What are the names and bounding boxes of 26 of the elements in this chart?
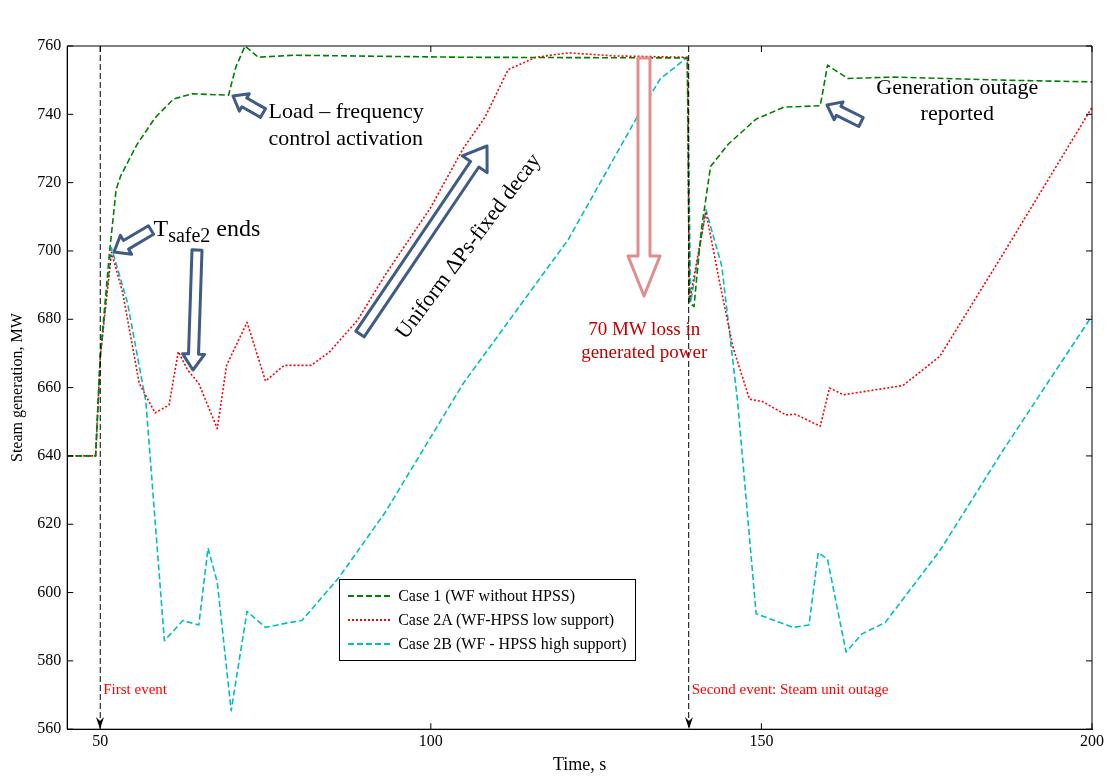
y-tick-label: 620	[37, 514, 62, 532]
x-tick-label: 50	[92, 732, 109, 749]
y-axis-title: Steam generation, MW	[7, 312, 26, 463]
y-tick-label: 680	[37, 309, 62, 327]
annotation: T$_{safe2}$ ends	[153, 214, 261, 248]
x-tick-label: 150	[749, 732, 774, 749]
annotation: Load – frequency control activation	[268, 98, 425, 151]
y-tick-label: 660	[37, 377, 62, 395]
ref-line-label: First event	[103, 681, 167, 699]
legend-label: Case 2A (WF-HPSS low support)	[398, 611, 615, 630]
y-tick-label: 560	[37, 719, 62, 737]
legend-label: Case 2B (WF - HPSS high support)	[398, 635, 627, 654]
legend-label: Case 1 (WF without HPSS)	[398, 587, 576, 606]
y-tick-label: 640	[37, 446, 62, 464]
x-tick-label: 100	[418, 732, 443, 749]
y-tick-label: 760	[37, 36, 62, 54]
y-tick-label: 720	[37, 172, 62, 190]
annotation: 70 MW loss in generated power	[580, 318, 709, 364]
y-tick-label: 600	[37, 582, 62, 600]
y-tick-label: 740	[37, 104, 62, 122]
y-tick-label: 700	[37, 241, 62, 259]
annotation: Generation outage reported	[875, 73, 1040, 127]
x-tick-label: 200	[1080, 732, 1104, 749]
x-axis-title: Time, s	[552, 753, 607, 774]
ref-line-label: Second event: Steam unit outage	[691, 681, 889, 699]
y-tick-label: 580	[37, 651, 62, 669]
